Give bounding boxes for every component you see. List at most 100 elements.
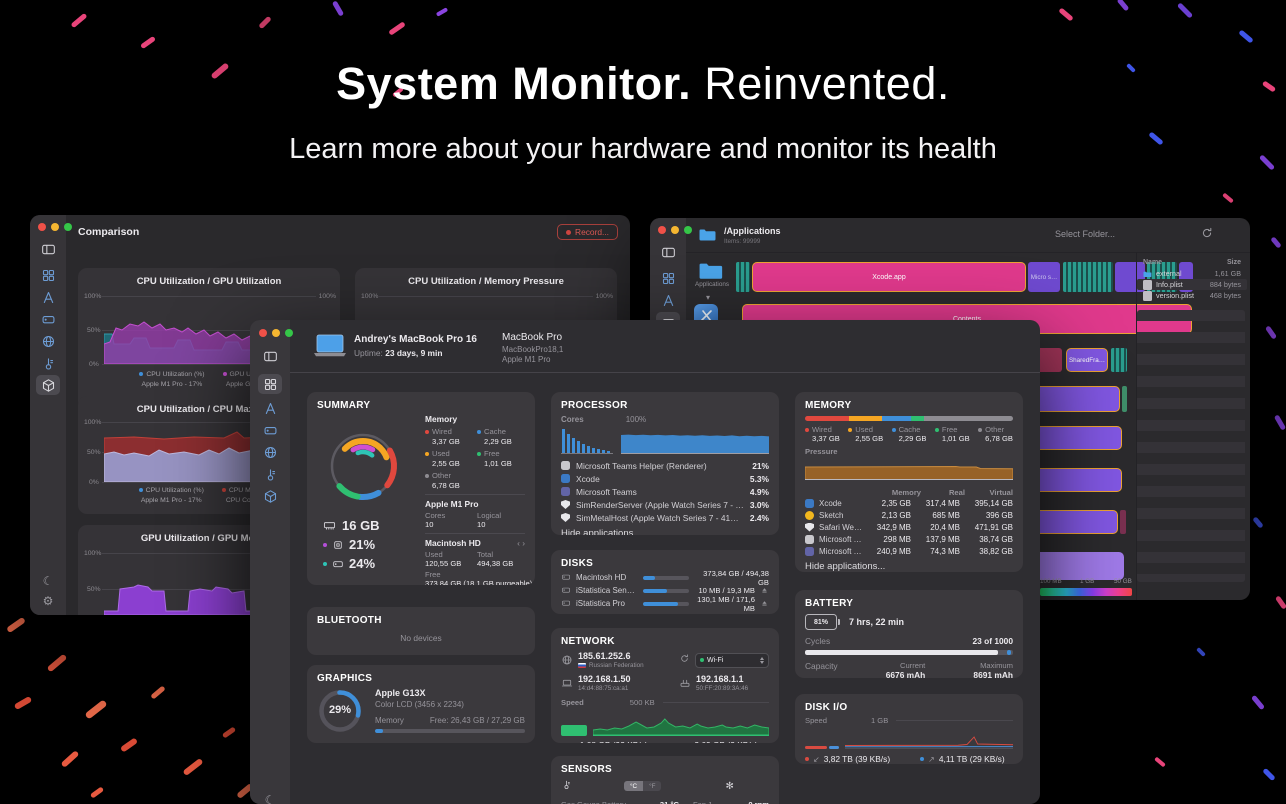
uptime-label: Uptime: [354,348,383,358]
confetti [1270,236,1282,249]
gpu-memory-free: Free: 26,43 GB / 27,29 GB [429,716,525,725]
treemap-bar[interactable] [1028,510,1118,534]
close-icon[interactable] [259,329,267,337]
speed-scale: 1 GB [870,716,889,725]
unit-toggle[interactable]: °C °F [624,781,662,791]
sidebar-item-apps[interactable] [36,287,60,307]
process-name: Microsoft Teams [819,546,864,556]
memory-legend: Wired 3,37 GB Used 2,55 GB Cache 2,29 GB Fr… [805,425,1013,443]
record-button[interactable]: Record... [557,224,618,240]
treemap-segment[interactable] [1063,262,1113,292]
treemap-segment[interactable] [736,262,750,292]
column-name[interactable]: Name [1143,258,1163,266]
fahrenheit-option[interactable]: °F [643,781,662,791]
prev-volume-icon[interactable]: ‹ [517,538,520,548]
cpu-usage: 21% [349,537,376,552]
process-row[interactable]: Xcode 5.3% [561,472,769,485]
refresh-icon[interactable] [679,651,690,669]
sidebar-item-network[interactable] [36,331,60,351]
treemap-segment[interactable] [1111,348,1127,372]
column-size[interactable]: Size [1226,258,1241,266]
treemap-bar[interactable] [1028,552,1124,580]
total-value: 494,38 GB [477,559,514,568]
sidebar-item-apps[interactable] [258,398,282,418]
zoom-icon[interactable] [684,226,692,234]
settings-gear-icon[interactable]: ⚙ [42,594,54,608]
legend-label: Wired [432,427,452,436]
y-tick: 100% [84,293,102,300]
process-name: Xcode [576,473,600,484]
process-row[interactable]: Microsoft Teams Helper (Renderer) 21% [561,459,769,472]
sidebar-item-comparison[interactable] [258,486,282,506]
file-row[interactable]: Info.plist 884 bytes [1137,279,1247,290]
traffic-lights[interactable] [38,223,72,231]
macbook-icon [314,334,346,357]
traffic-lights[interactable] [259,329,293,337]
process-row[interactable]: SimRenderServer (Apple Watch Series 7 - … [561,498,769,511]
hero-title-strong: System Monitor. [336,58,692,109]
legend-label: Used [855,425,874,434]
zoom-icon[interactable] [64,223,72,231]
applications-folder-icon[interactable] [698,260,724,280]
memory-row[interactable]: Microsoft Teams 240,9 MB 74,3 MB 38,82 GB [805,545,1013,557]
treemap-segment[interactable] [1120,510,1126,534]
minimize-icon[interactable] [272,329,280,337]
traffic-lights[interactable] [658,226,692,234]
sidebar-item-apps[interactable] [656,290,680,310]
treemap-micro-segment[interactable]: Micro s… [1028,262,1060,292]
minimize-icon[interactable] [671,226,679,234]
memory-row[interactable]: Xcode 2,35 GB 317,4 MB 395,14 GB [805,497,1013,509]
treemap-bar[interactable] [1028,426,1122,450]
legend-value: 6,78 GB [985,434,1013,443]
hide-applications-link[interactable]: Hide applications... [805,561,886,572]
cycles-label: Cycles [805,636,831,646]
sidebar-item-network[interactable] [258,442,282,462]
used-value: 120,55 GB [425,559,462,568]
real-value: 74,3 MB [930,546,960,556]
expand-caret-icon[interactable]: ▾ [706,293,711,302]
treemap-bar[interactable] [1028,386,1120,412]
interface-select[interactable]: Wi-Fi [695,652,769,668]
zoom-icon[interactable] [285,329,293,337]
file-row[interactable]: external 1,61 GB [1137,268,1247,279]
sidebar-toggle-icon[interactable] [36,239,60,259]
sidebar-item-dashboard[interactable] [36,265,60,285]
close-icon[interactable] [658,226,666,234]
next-volume-icon[interactable]: › [522,538,525,548]
treemap-xcode-app[interactable]: Xcode.app [752,262,1026,292]
treemap-sharedframeworks[interactable]: SharedFra… [1066,348,1108,372]
sidebar-toggle-icon[interactable] [656,242,680,262]
disk-row[interactable]: iStatistica Sen… 10 MB / 19,3 MB [561,584,769,597]
sidebar-item-dashboard[interactable] [656,268,680,288]
memory-row[interactable]: Microsoft Teams Helper (Re… 298 MB 137,9 M… [805,533,1013,545]
sidebar-toggle-icon[interactable] [258,346,282,366]
confetti [70,12,88,29]
disk-io-card: DISK I/O Speed 1 GB ↙ 3,82 TB (39 KB/s) [795,694,1023,764]
memory-row[interactable]: Safari Web Content 342,9 MB 20,4 MB 471,91 … [805,521,1013,533]
dark-mode-icon[interactable]: ☾ [42,574,54,588]
virt-value: 395,14 GB [974,498,1013,508]
refresh-icon[interactable] [1200,226,1214,245]
minimize-icon[interactable] [51,223,59,231]
sidebar-item-disks[interactable] [36,309,60,329]
sidebar-item-dashboard[interactable] [258,374,282,394]
file-row[interactable]: version.plist 468 bytes [1137,290,1247,301]
sidebar-item-sensors[interactable] [258,464,282,484]
memory-row[interactable]: Sketch 2,13 GB 685 MB 396 GB [805,509,1013,521]
close-icon[interactable] [38,223,46,231]
disk-row[interactable]: Macintosh HD 373,84 GB / 494,38 GB [561,569,769,587]
disk-row[interactable]: iStatistica Pro 130,1 MB / 171,6 MB [561,595,769,613]
celsius-option[interactable]: °C [624,781,644,791]
process-row[interactable]: SimMetalHost (Apple Watch Series 7 - 41m… [561,511,769,524]
select-folder-button[interactable]: Select Folder... [1055,229,1116,239]
dark-mode-icon[interactable]: ☾ [264,793,276,804]
treemap-segment[interactable] [1122,386,1127,412]
hide-applications-link[interactable]: Hide applications... [561,528,642,535]
treemap-bar[interactable] [1028,468,1122,492]
gpu-usage-percent: 29% [328,704,352,716]
eject-icon[interactable] [760,595,769,613]
process-row[interactable]: Microsoft Teams 4.9% [561,485,769,498]
sidebar-item-sensors[interactable] [36,353,60,373]
sidebar-item-comparison[interactable] [36,375,60,395]
sidebar-item-disks[interactable] [258,420,282,440]
